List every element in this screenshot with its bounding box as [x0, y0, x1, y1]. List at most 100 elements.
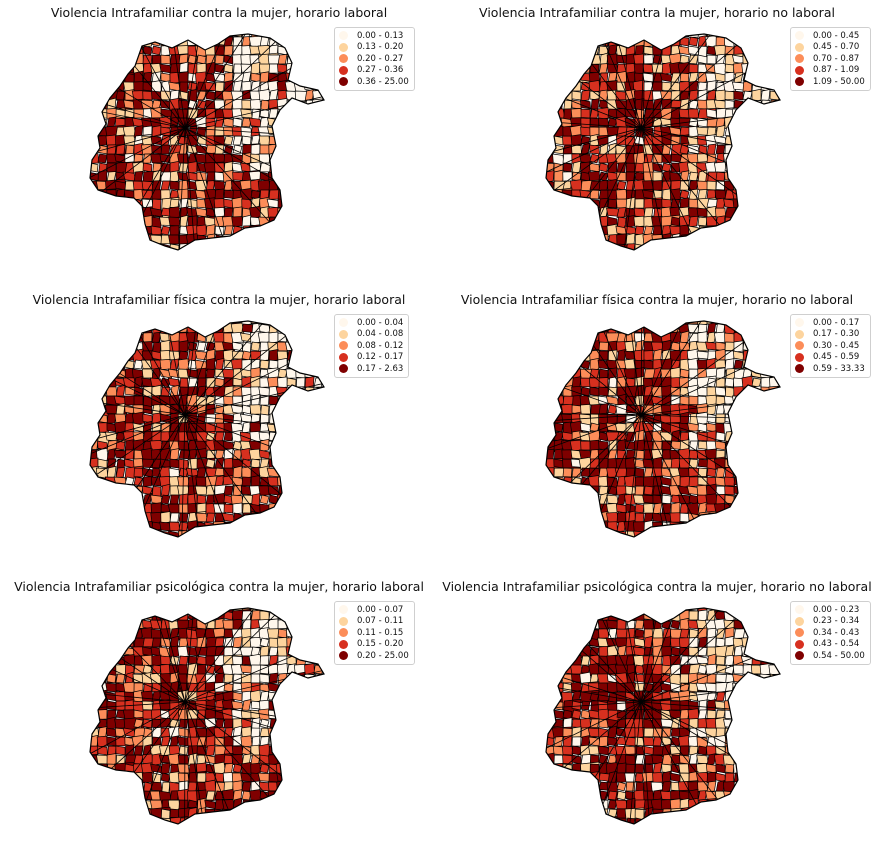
map-district	[546, 781, 555, 792]
map-district	[213, 135, 226, 146]
map-district	[617, 826, 626, 836]
map-district	[240, 735, 253, 748]
map-district	[90, 215, 92, 228]
map-district	[105, 503, 118, 514]
map-district	[295, 430, 306, 443]
map-district	[122, 332, 137, 343]
map-district	[546, 817, 555, 824]
legend-item: 0.13 - 0.20	[339, 42, 409, 54]
map-district	[322, 781, 324, 792]
map-district	[114, 53, 127, 66]
map-district	[268, 331, 279, 344]
map-district	[231, 108, 244, 119]
map-district	[661, 81, 672, 92]
map-district	[295, 72, 306, 83]
map-district	[752, 539, 761, 550]
map-district	[97, 225, 108, 236]
map-district	[322, 162, 324, 182]
map-district	[106, 736, 117, 747]
map-district	[760, 323, 771, 343]
map-district	[777, 530, 780, 537]
map-district	[661, 664, 672, 675]
map-district	[733, 779, 744, 794]
map-district	[733, 440, 744, 451]
map-district	[643, 243, 654, 250]
map-district	[724, 772, 735, 783]
map-district	[223, 99, 234, 110]
legend-item: 0.15 - 0.20	[339, 639, 409, 651]
map-district	[634, 619, 645, 630]
map-district	[760, 332, 771, 343]
map-district	[553, 45, 573, 56]
map-district	[322, 144, 324, 155]
map-legend: 0.00 - 0.07 0.07 - 0.11 0.11 - 0.15 0.15…	[334, 601, 415, 665]
map-district	[205, 655, 216, 666]
map-district	[751, 189, 762, 200]
map-district	[249, 99, 262, 110]
map-district	[643, 467, 654, 478]
map-district	[687, 540, 700, 550]
map-district	[634, 485, 645, 496]
map-district	[104, 198, 119, 209]
map-district	[679, 673, 690, 684]
map-district	[569, 225, 584, 236]
map-district	[670, 90, 681, 101]
map-district	[706, 45, 717, 56]
map-district	[713, 243, 728, 250]
map-district	[232, 484, 243, 497]
map-district	[312, 608, 324, 614]
map-district	[562, 781, 573, 792]
map-district	[268, 646, 279, 657]
map-district	[179, 540, 188, 549]
map-district	[742, 736, 753, 747]
map-district	[546, 663, 556, 676]
map-district	[553, 359, 564, 370]
map-district	[760, 439, 771, 452]
map-district	[90, 494, 101, 505]
map-district	[169, 521, 180, 532]
map-district	[178, 799, 189, 810]
legend-item: 0.36 - 25.00	[339, 76, 409, 88]
map-district	[133, 718, 144, 729]
map-district	[90, 781, 99, 792]
map-district	[769, 799, 780, 819]
map-district	[536, 324, 545, 333]
map-district	[608, 539, 626, 551]
legend-item: 0.04 - 0.08	[339, 329, 403, 341]
map-district	[767, 485, 780, 496]
map-district	[124, 790, 135, 801]
map-district	[571, 539, 581, 550]
legend-label: 0.15 - 0.20	[357, 639, 404, 650]
map-district	[106, 234, 117, 245]
map-district	[322, 108, 324, 119]
map-district	[196, 341, 207, 352]
map-boundary-line	[184, 321, 289, 416]
map-district	[751, 253, 772, 262]
map-district	[241, 152, 252, 165]
map-district	[769, 699, 780, 712]
map-district	[750, 134, 763, 147]
map-district	[571, 503, 582, 514]
legend-item: 0.27 - 0.36	[339, 65, 409, 77]
map-district	[169, 253, 180, 262]
map-boundary-line	[546, 127, 642, 170]
map-district	[778, 440, 780, 451]
map-district	[241, 530, 261, 537]
map-district	[589, 321, 600, 325]
map-district	[97, 637, 108, 648]
map-district	[562, 198, 573, 209]
map-district	[616, 207, 627, 218]
map-boundary-line	[108, 34, 186, 129]
map-district	[295, 475, 306, 488]
map-district	[133, 608, 144, 613]
map-district	[571, 520, 582, 533]
map-district	[715, 637, 726, 648]
map-district	[295, 402, 306, 426]
map-district	[546, 709, 555, 720]
map-district	[716, 826, 725, 836]
map-district	[769, 735, 780, 748]
map-district	[741, 180, 754, 191]
map-district	[113, 494, 128, 505]
map-district	[313, 690, 324, 703]
map-title: Violencia Intrafamiliar contra la mujer,…	[479, 5, 835, 20]
